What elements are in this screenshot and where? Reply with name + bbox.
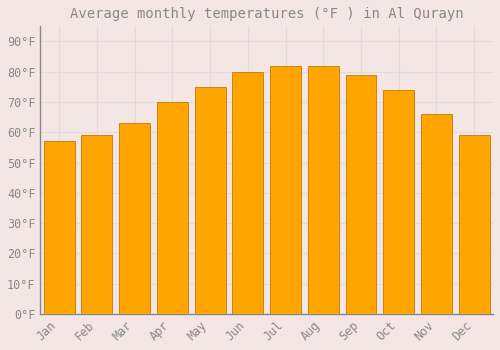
- Bar: [44, 141, 74, 314]
- Bar: [270, 66, 301, 314]
- Bar: [384, 90, 414, 314]
- Bar: [421, 114, 452, 314]
- Bar: [82, 135, 112, 314]
- Bar: [458, 135, 490, 314]
- Bar: [346, 75, 376, 314]
- Bar: [232, 72, 264, 314]
- Title: Average monthly temperatures (°F ) in Al Qurayn: Average monthly temperatures (°F ) in Al…: [70, 7, 464, 21]
- Bar: [119, 123, 150, 314]
- Bar: [308, 66, 338, 314]
- Bar: [157, 102, 188, 314]
- Bar: [194, 87, 226, 314]
